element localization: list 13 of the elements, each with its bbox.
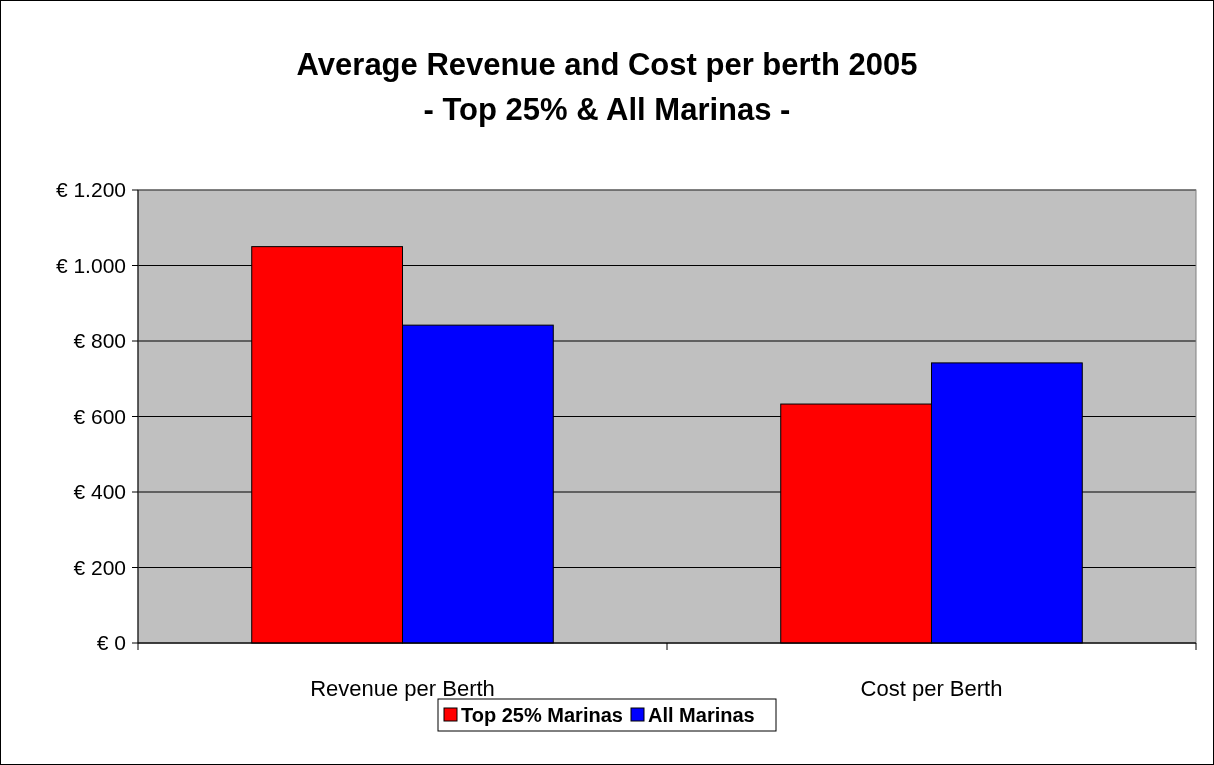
y-tick-label: € 600 xyxy=(73,404,126,428)
chart-subtitle: - Top 25% & All Marinas - xyxy=(423,92,791,127)
legend-label: Top 25% Marinas xyxy=(461,704,623,726)
chart-title: Average Revenue and Cost per berth 2005 xyxy=(296,47,918,82)
y-tick-label: € 800 xyxy=(73,329,126,353)
y-tick-label: € 1.200 xyxy=(55,178,126,202)
y-tick-label: € 400 xyxy=(73,480,126,504)
y-tick-label: € 1.000 xyxy=(55,253,126,277)
y-tick-label: € 0 xyxy=(96,631,126,655)
x-tick-label: Cost per Berth xyxy=(860,676,1003,701)
x-tick-label: Revenue per Berth xyxy=(310,676,495,701)
y-tick-label: € 200 xyxy=(73,555,126,579)
legend-label: All Marinas xyxy=(648,704,755,726)
